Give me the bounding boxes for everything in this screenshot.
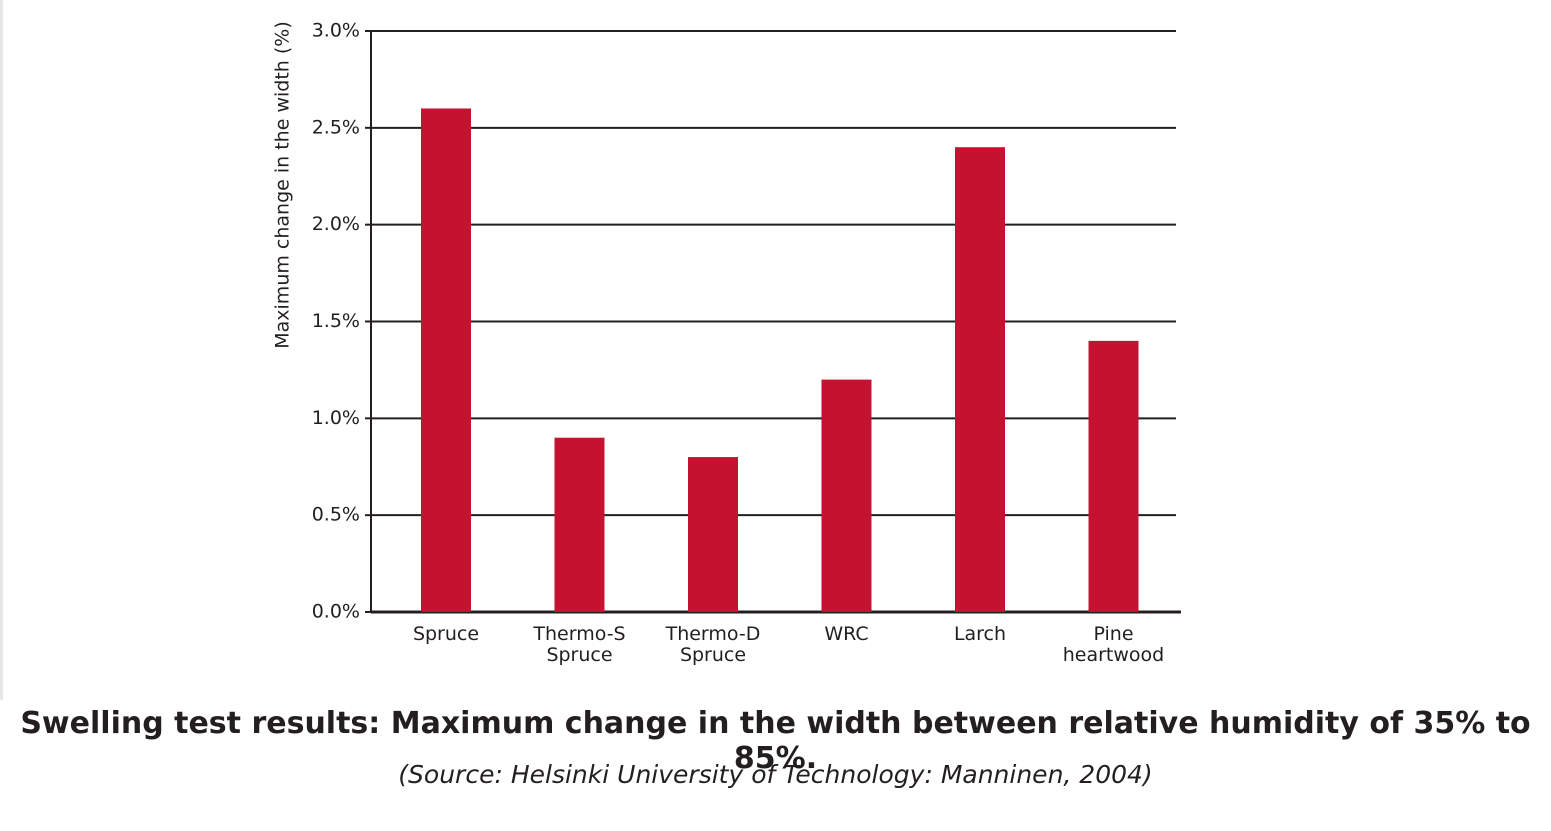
y-axis-title: Maximum change in the width (%) — [272, 21, 294, 349]
x-tick-label: Thermo-D Spruce — [665, 623, 761, 666]
y-tick-label: 1.5% — [312, 310, 360, 332]
y-tick-label: 0.0% — [312, 601, 360, 623]
x-tick-label: WRC — [824, 623, 869, 645]
bar — [688, 457, 738, 612]
bar — [821, 379, 872, 612]
y-tick-label: 3.0% — [312, 20, 360, 42]
y-tick-label: 0.5% — [312, 504, 360, 526]
bar — [955, 147, 1005, 612]
y-tick-label: 1.0% — [312, 407, 360, 429]
x-tick-label: Pine heartwood — [1062, 623, 1165, 666]
y-tick-label: 2.5% — [312, 116, 360, 138]
x-tick-label: Larch — [953, 623, 1007, 645]
edge — [0, 0, 3, 700]
bar — [421, 108, 471, 612]
chart: Maximum change in the width (%) 0.0% 0.5%… — [0, 0, 1181, 700]
x-tick-label: Thermo-S Spruce — [533, 623, 626, 666]
chart-title: Swelling test results: Maximum change in… — [20, 706, 1531, 776]
bar — [554, 437, 605, 612]
bar — [1088, 340, 1139, 612]
y-tick-label: 2.0% — [312, 213, 360, 235]
x-tick-label: Spruce — [412, 623, 480, 645]
chart-subtitle: (Source: Helsinki University of Technolo… — [398, 760, 1153, 789]
